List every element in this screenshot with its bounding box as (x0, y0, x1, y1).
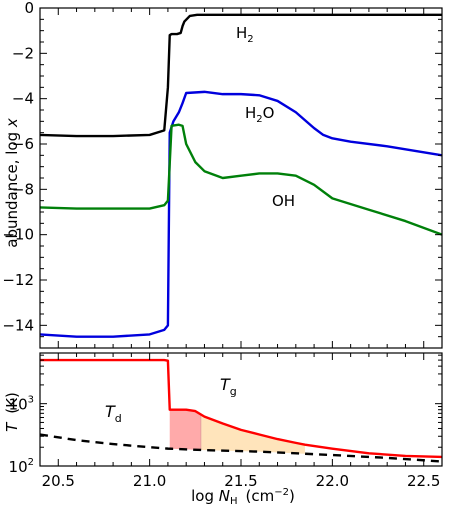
x-axis-title-unit: (cm (246, 487, 275, 505)
x-tick-label-3: 22.0 (316, 472, 349, 490)
series-label-h2o-sub: 2 (256, 114, 262, 125)
series-label-tg-main: T (220, 375, 231, 394)
bottom-y-tick-base-1: 10 (9, 396, 28, 414)
series-label-h2o: H2O (245, 104, 274, 125)
series-label-h2-sub: 2 (247, 34, 253, 45)
top-y-tick-label-2: −4 (12, 90, 34, 108)
x-tick-label-1: 21.0 (133, 472, 166, 490)
series-label-h2-main: H (236, 24, 247, 42)
series-label-h2o-tail: O (263, 104, 275, 122)
bottom-y-axis-title: T (K) (3, 392, 21, 432)
abundance-series-line-2 (39, 123, 443, 236)
top-y-axis-title: abundance, log x (3, 118, 21, 248)
shaded-region-0 (169, 409, 201, 450)
abundance-panel: 0 −2 −4 −6 −8 −10 −12 −14 (2, 0, 443, 349)
bottom-y-axis-title-var: T (3, 421, 21, 432)
x-axis-title-prefix: log (191, 487, 219, 505)
bottom-y-tick-label-0: 102 (9, 457, 34, 476)
abundance-series-line-1 (39, 90, 443, 338)
top-y-axis-title-var: x (3, 118, 21, 128)
bottom-y-tick-exp-0: 2 (28, 457, 34, 468)
x-axis-title: log NH (cm−2) (191, 487, 295, 507)
bottom-y-tick-label-1: 103 (9, 395, 34, 414)
top-y-axis-title-prefix: abundance, log (3, 127, 21, 248)
x-axis-title-close: ) (289, 487, 295, 505)
series-label-tg: Tg (220, 375, 237, 398)
top-y-tick-label-3: −6 (12, 135, 34, 153)
bottom-y-axis-title-unit: (K) (3, 392, 21, 414)
top-y-tick-label-0: 0 (24, 0, 34, 17)
bottom-y-tick-exp-1: 3 (28, 395, 34, 406)
series-label-h2o-main: H (245, 104, 256, 122)
abundance-series-line-0 (39, 13, 442, 138)
series-label-h2: H2 (236, 24, 254, 45)
temperature-series-line-1 (39, 433, 443, 463)
series-label-tg-sub: g (230, 385, 237, 398)
series-label-oh: OH (272, 192, 295, 210)
top-y-tick-label-1: −2 (12, 44, 34, 62)
x-tick-label-0: 20.5 (42, 472, 75, 490)
abundance-panel-frame (39, 7, 443, 349)
x-tick-label-4: 22.5 (407, 472, 440, 490)
x-axis-title-exp: −2 (274, 487, 289, 498)
top-y-tick-label-6: −12 (2, 271, 34, 289)
temperature-series-line-0 (40, 358, 443, 459)
series-label-td: Td (105, 402, 122, 425)
top-y-tick-label-4: −8 (12, 180, 34, 198)
top-y-tick-label-7: −14 (2, 316, 34, 334)
series-label-td-main: T (105, 402, 116, 421)
top-y-tick-label-5: −10 (2, 226, 34, 244)
series-label-td-sub: d (115, 412, 122, 425)
x-axis-title-var: N (219, 487, 230, 505)
x-axis-title-sub: H (230, 496, 238, 507)
x-tick-label-2: 21.5 (224, 472, 257, 490)
bottom-y-tick-base-0: 10 (9, 458, 28, 476)
